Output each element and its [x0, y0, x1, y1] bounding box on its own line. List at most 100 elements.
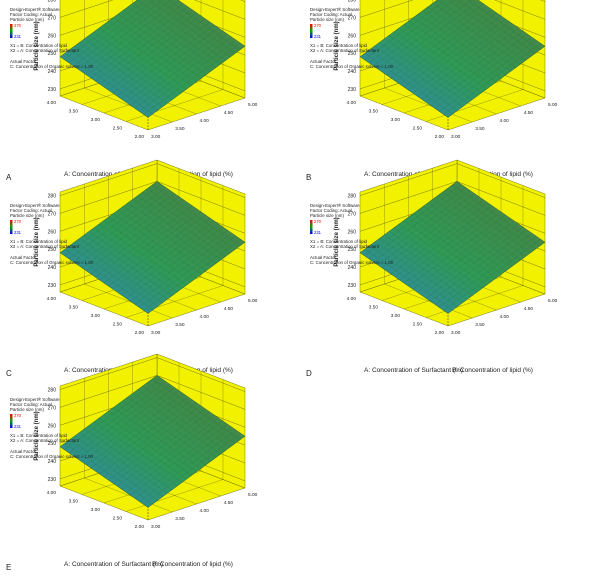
actual-factor-line: C: Concentration of Organic solvent = 1.… — [10, 64, 94, 69]
y-tick-label: 2.50 — [113, 516, 123, 522]
actual-factor-line: Actual Factor — [310, 59, 336, 64]
z-gridline — [59, 163, 246, 198]
z-tick-label: 230 — [348, 87, 357, 93]
actual-factor-line: Actual Factor — [10, 59, 36, 64]
y-tick-label: 4.00 — [47, 490, 57, 496]
header-line: Design-Expert® Software — [310, 7, 360, 12]
z-tick-label: 260 — [348, 33, 357, 39]
z-tick-label: 270 — [348, 211, 357, 217]
y-tick-label: 3.00 — [391, 117, 401, 123]
z-gridline — [59, 357, 246, 392]
y-tick-label: 2.50 — [413, 126, 423, 132]
y-axis-label: A: Concentration of Surfactant (%) — [64, 561, 163, 568]
x-tick-label: 5.00 — [548, 102, 558, 108]
x-tick-label: 3.50 — [475, 322, 485, 328]
z-axis-label: Particle size (nm) — [334, 21, 340, 70]
response-surface — [359, 0, 546, 118]
x-tick-label: 3.00 — [451, 134, 461, 140]
header-line: Design-Expert® Software — [10, 397, 60, 402]
z-tick-label: 270 — [48, 211, 57, 217]
z-tick-label: 250 — [348, 247, 357, 253]
y-axis-label: A: Concentration of Surfactant (%) — [364, 367, 463, 374]
y-tick-label: 2.50 — [413, 322, 423, 328]
x-tick-label: 4.00 — [500, 314, 510, 320]
z-tick-label: 230 — [48, 477, 57, 483]
x-tick-label: 4.50 — [524, 306, 534, 312]
factor-line: X1 = B: Concentration of lipid — [10, 433, 68, 438]
panel-label: A — [6, 173, 12, 182]
legend-color-bar — [10, 220, 13, 234]
x-tick-label: 3.50 — [175, 516, 185, 522]
surface-mesh — [64, 378, 241, 505]
actual-factor-line: C: Concentration of Organic solvent = 1.… — [310, 64, 394, 69]
header-line: Factor Coding: Actual — [310, 12, 352, 17]
factor-line: X2 = A: Concentration of Surfactant — [10, 438, 80, 443]
actual-factor-line: C: Concentration of Organic solvent = 1.… — [310, 260, 394, 265]
z-tick-label: 250 — [48, 441, 57, 447]
z-tick-label: 280 — [48, 0, 57, 4]
y-tick-label: 3.00 — [91, 313, 101, 319]
z-tick-label: 270 — [348, 15, 357, 21]
header-line: Factor Coding: Actual — [10, 208, 52, 213]
legend-min-value: 231 — [14, 424, 22, 429]
x-tick-label: 3.50 — [175, 126, 185, 132]
z-tick-label: 260 — [48, 229, 57, 235]
y-tick-label: 2.50 — [113, 322, 123, 328]
z-tick-label: 240 — [48, 69, 57, 75]
z-axis-label: Particle size (nm) — [334, 217, 340, 266]
x-tick-label: 4.00 — [200, 314, 210, 320]
surface-plot-panel: 230 240 250 260 270 280 Particle size (nm) 3.00… — [306, 0, 558, 182]
z-tick-label: 260 — [48, 33, 57, 39]
z-tick-label: 270 — [48, 15, 57, 21]
y-tick-label: 3.50 — [69, 109, 79, 115]
factor-line: X1 = B: Concentration of lipid — [10, 43, 68, 48]
y-tick-label: 3.50 — [69, 305, 79, 311]
panel-label: E — [6, 563, 11, 572]
z-tick-label: 230 — [48, 87, 57, 93]
z-tick-label: 280 — [48, 194, 57, 200]
y-tick-label: 3.50 — [369, 305, 379, 311]
factor-line: X1 = B: Concentration of lipid — [310, 43, 368, 48]
legend-color-bar — [310, 220, 313, 234]
y-tick-label: 2.00 — [435, 330, 445, 336]
z-tick-label: 260 — [48, 423, 57, 429]
y-tick-label: 3.00 — [91, 507, 101, 513]
z-tick-label: 270 — [48, 405, 57, 411]
z-tick-label: 240 — [348, 69, 357, 75]
y-tick-label: 2.00 — [435, 134, 445, 140]
z-tick-label: 280 — [348, 194, 357, 200]
surface-plot-panel: 230 240 250 260 270 280 Particle size (nm) 3.00… — [6, 353, 258, 572]
factor-line: X2 = A: Concentration of Surfactant — [310, 244, 380, 249]
z-tick-label: 240 — [348, 265, 357, 271]
legend-max-value: 270 — [314, 219, 322, 224]
header-line: Particle size (nm) — [10, 407, 44, 412]
response-surface — [59, 0, 246, 118]
legend-max-value: 270 — [314, 23, 322, 28]
z-tick-label: 240 — [48, 459, 57, 465]
header-line: Particle size (nm) — [10, 17, 44, 22]
legend-min-value: 231 — [314, 34, 322, 39]
header-line: Factor Coding: Actual — [310, 208, 352, 213]
surface-mesh — [364, 0, 541, 115]
x-tick-label: 4.50 — [224, 110, 234, 116]
actual-factor-line: Actual Factor — [310, 255, 336, 260]
x-tick-label: 5.00 — [248, 298, 258, 304]
y-tick-label: 4.00 — [47, 296, 57, 302]
z-tick-label: 250 — [48, 247, 57, 253]
z-tick-label: 280 — [348, 0, 357, 4]
surface-plot-panel: 230 240 250 260 270 280 Particle size (nm) 3.00… — [6, 159, 258, 378]
z-tick-label: 230 — [48, 283, 57, 289]
actual-factor-line: C: Concentration of Organic solvent = 1.… — [10, 454, 94, 459]
panel-label: D — [306, 369, 312, 378]
surface-mesh — [64, 184, 241, 311]
header-line: Design-Expert® Software — [10, 7, 60, 12]
legend-max-value: 270 — [14, 23, 22, 28]
y-tick-label: 4.00 — [47, 100, 57, 106]
x-tick-label: 3.00 — [151, 134, 161, 140]
x-tick-label: 3.00 — [451, 330, 461, 336]
z-tick-label: 240 — [48, 265, 57, 271]
legend-max-value: 270 — [14, 219, 22, 224]
y-tick-label: 2.00 — [135, 330, 145, 336]
x-tick-label: 4.50 — [524, 110, 534, 116]
